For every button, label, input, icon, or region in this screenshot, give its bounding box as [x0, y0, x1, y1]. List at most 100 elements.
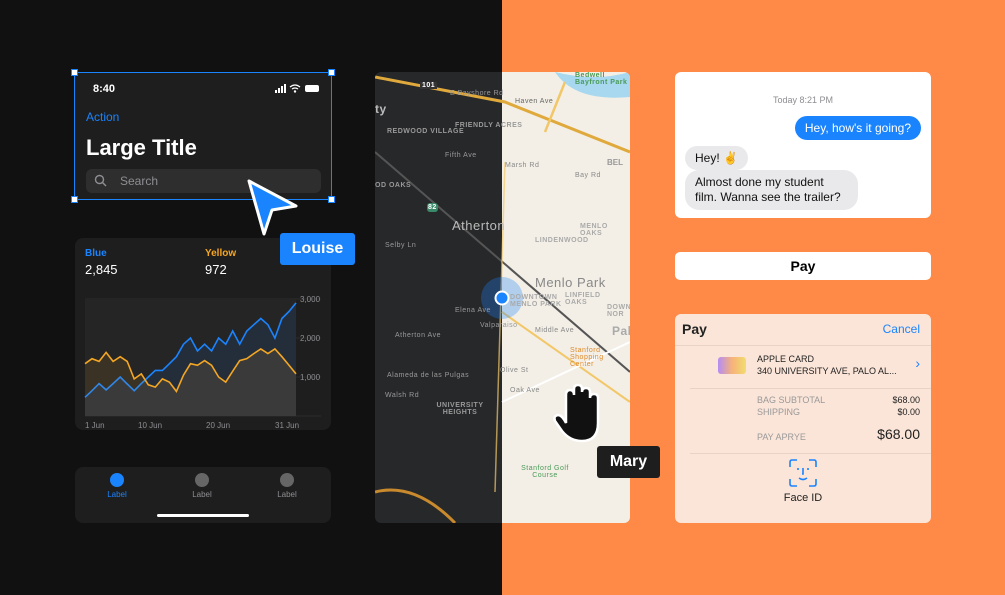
- tab-icon: [110, 473, 124, 487]
- map-label: Haven Ave: [515, 98, 554, 105]
- apple-pay-button[interactable]: Pay: [675, 252, 931, 280]
- map-label: Stanford Shopping Center: [570, 347, 604, 368]
- x-tick-label: 10 Jun: [138, 421, 162, 430]
- highway-shield-82: 82: [427, 203, 438, 212]
- map-label: Middle Ave: [535, 327, 575, 334]
- home-indicator: [157, 514, 249, 517]
- resize-handle[interactable]: [71, 69, 78, 76]
- map-label: UNIVERSITY HEIGHTS: [436, 402, 484, 416]
- received-message: Almost done my student film. Wanna see t…: [685, 170, 858, 210]
- x-tick-label: 20 Jun: [206, 421, 230, 430]
- message-timestamp: Today 8:21 PM: [772, 95, 834, 105]
- map-label: Pal: [612, 324, 630, 338]
- y-tick-label: 1,000: [300, 373, 321, 382]
- x-tick-label: 31 Jun: [275, 421, 299, 430]
- card-name: APPLE CARD: [757, 354, 815, 364]
- x-tick-label: 1 Jun: [85, 421, 105, 430]
- apple-pay-logo: Pay: [682, 321, 707, 337]
- cancel-button[interactable]: Cancel: [882, 322, 920, 336]
- series-area-yellow: [85, 348, 296, 416]
- map-label: Fifth Ave: [445, 152, 477, 159]
- map-label: DOWNT NOR: [607, 304, 630, 318]
- subtotal-label: BAG SUBTOTAL: [757, 395, 826, 405]
- series-line-blue: [84, 302, 297, 398]
- face-id-label: Face ID: [783, 492, 823, 504]
- apple-pay-sheet: Pay Cancel APPLE CARD 340 UNIVERSITY AVE…: [675, 314, 931, 523]
- tab-item-2[interactable]: Label: [177, 473, 227, 499]
- hand-cursor-icon: [553, 383, 600, 443]
- map-label: E Bayshore Rd: [450, 90, 504, 97]
- map-label: Elena Ave: [455, 307, 491, 314]
- highway-shield-101: 101: [420, 82, 438, 89]
- pointer-cursor-icon: [247, 179, 298, 236]
- tab-label: Label: [192, 490, 212, 499]
- map-label: Valparaiso: [480, 322, 518, 329]
- map-label: Oak Ave: [510, 387, 540, 394]
- map-label: DOWNTOWN MENLO PARK: [510, 294, 562, 308]
- line-chart-card: Blue 2,845 Yellow 972 3,000 2,000 1,000 1 J…: [75, 238, 331, 430]
- map-label: REDWOOD VILLAGE: [387, 128, 465, 135]
- subtotal-value: $68.00: [892, 395, 920, 405]
- card-address: 340 UNIVERSITY AVE, PALO AL...: [757, 366, 897, 376]
- map-label: Olive St: [500, 367, 529, 374]
- total-value: $68.00: [877, 426, 920, 442]
- card-row[interactable]: APPLE CARD 340 UNIVERSITY AVE, PALO AL..…: [757, 354, 897, 376]
- total-label: PAY APRYE: [757, 432, 806, 442]
- map-label: Marsh Rd: [505, 162, 540, 169]
- map-label: Atherton: [452, 218, 506, 233]
- map-label: Selby Ln: [385, 242, 417, 249]
- tab-bar: Label Label Label: [75, 467, 331, 523]
- map-label: MENLO OAKS: [580, 223, 608, 237]
- collaborator-label-mary: Mary: [597, 446, 660, 478]
- large-title: Large Title: [86, 135, 197, 160]
- status-time: 8:40: [93, 83, 116, 95]
- sent-message: Hey, how's it going?: [794, 116, 921, 140]
- tab-icon: [280, 473, 294, 487]
- map-label: Alameda de las Pulgas: [387, 372, 470, 379]
- map-label: ty: [375, 102, 387, 116]
- collaborator-label-louise: Louise: [280, 233, 355, 265]
- apple-card-thumbnail: [718, 357, 746, 374]
- tab-item-3[interactable]: Label: [262, 473, 312, 499]
- map-roads: [375, 72, 630, 523]
- yellow-value: 972: [205, 262, 227, 277]
- tab-icon: [195, 473, 209, 487]
- navigation-bar-selected[interactable]: 8:40 Action Large Title Search: [71, 69, 335, 203]
- resize-handle[interactable]: [71, 196, 78, 203]
- resize-handle[interactable]: [328, 69, 335, 76]
- shipping-value: $0.00: [897, 407, 920, 417]
- search-placeholder: Search: [120, 174, 159, 188]
- tab-label: Label: [277, 490, 297, 499]
- tab-item-1[interactable]: Label: [92, 473, 142, 499]
- tab-label: Label: [107, 490, 127, 499]
- map-dark-half: [375, 72, 502, 523]
- map-label: BEL: [607, 158, 623, 167]
- legend-yellow: Yellow: [205, 248, 237, 259]
- shipping-label: SHIPPING: [757, 407, 801, 417]
- search-input[interactable]: Search: [86, 169, 321, 193]
- series-line-yellow: [84, 347, 297, 393]
- map-label: Stanford Golf Course: [521, 465, 569, 479]
- face-id-icon: [789, 459, 817, 487]
- action-button[interactable]: Action: [86, 110, 120, 124]
- map-label: Bay Rd: [575, 172, 601, 179]
- legend-blue: Blue: [85, 248, 107, 259]
- map-label: OD OAKS: [375, 182, 412, 189]
- search-icon: [94, 174, 107, 187]
- y-tick-label: 2,000: [300, 334, 321, 343]
- chart-plot: 3,000 2,000 1,000 1 Jun 10 Jun 20 Jun 31 Jun: [84, 295, 321, 430]
- messages-card: Today 8:21 PM Hey, how's it going? Hey! …: [675, 72, 931, 218]
- resize-handle[interactable]: [328, 196, 335, 203]
- map-label: Menlo Park: [535, 275, 606, 290]
- map-label: Atherton Ave: [395, 332, 441, 339]
- map-view[interactable]: Bedwell Bayfront Park 101 E Bayshore Rd …: [375, 72, 630, 523]
- blue-value: 2,845: [85, 262, 118, 277]
- map-label: FRIENDLY ACRES: [455, 122, 523, 129]
- chevron-right-icon[interactable]: ›: [915, 355, 920, 371]
- status-icons: [275, 84, 319, 93]
- map-label: Walsh Rd: [385, 392, 420, 399]
- map-label: LINFIELD OAKS: [565, 292, 601, 306]
- y-tick-label: 3,000: [300, 295, 321, 304]
- received-message: Hey! ✌️: [685, 146, 748, 170]
- map-label: Bedwell Bayfront Park: [575, 72, 628, 86]
